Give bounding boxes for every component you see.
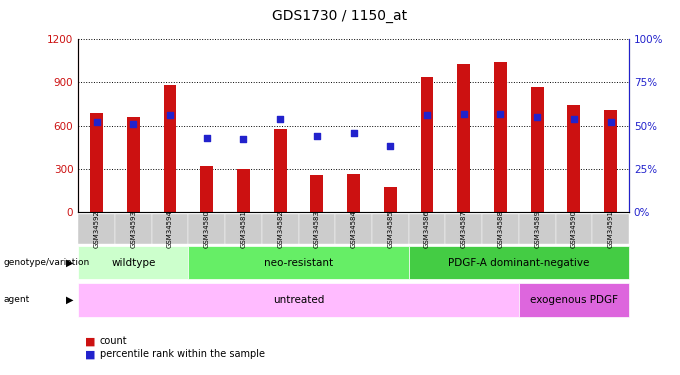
- Text: GSM34587: GSM34587: [461, 210, 466, 248]
- Point: [385, 143, 396, 149]
- Point: [91, 119, 102, 125]
- Text: GSM34580: GSM34580: [204, 210, 209, 248]
- Text: GSM34592: GSM34592: [94, 210, 99, 248]
- Text: genotype/variation: genotype/variation: [3, 258, 90, 267]
- Bar: [384, 187, 396, 212]
- Text: wildtype: wildtype: [111, 258, 156, 267]
- Text: agent: agent: [3, 296, 30, 304]
- Point: [568, 116, 579, 122]
- Text: GSM34583: GSM34583: [314, 210, 320, 248]
- Point: [422, 112, 432, 118]
- Text: GSM34588: GSM34588: [498, 210, 503, 248]
- Text: GSM34589: GSM34589: [534, 210, 540, 248]
- Bar: [164, 86, 176, 212]
- Bar: [605, 110, 617, 212]
- Point: [311, 133, 322, 139]
- Bar: [531, 87, 543, 212]
- Text: ▶: ▶: [66, 295, 73, 305]
- Text: ■: ■: [85, 350, 95, 359]
- Text: GSM34584: GSM34584: [351, 210, 356, 248]
- Text: GSM34591: GSM34591: [608, 210, 613, 248]
- Point: [532, 114, 543, 120]
- Point: [128, 121, 139, 127]
- Text: PDGF-A dominant-negative: PDGF-A dominant-negative: [448, 258, 590, 267]
- Point: [605, 119, 616, 125]
- Text: GSM34586: GSM34586: [424, 210, 430, 248]
- Bar: [347, 174, 360, 212]
- Point: [458, 111, 469, 117]
- Bar: [311, 175, 323, 212]
- Text: neo-resistant: neo-resistant: [264, 258, 333, 267]
- Text: GSM34594: GSM34594: [167, 210, 173, 248]
- Point: [348, 129, 359, 135]
- Point: [201, 135, 212, 141]
- Bar: [90, 112, 103, 212]
- Text: GSM34593: GSM34593: [131, 210, 136, 248]
- Text: GSM34582: GSM34582: [277, 210, 283, 248]
- Point: [275, 116, 286, 122]
- Text: GSM34581: GSM34581: [241, 210, 246, 248]
- Text: untreated: untreated: [273, 295, 324, 305]
- Text: GSM34590: GSM34590: [571, 210, 577, 248]
- Bar: [421, 77, 433, 212]
- Text: ▶: ▶: [66, 258, 73, 267]
- Bar: [237, 170, 250, 212]
- Point: [238, 136, 249, 142]
- Bar: [127, 117, 139, 212]
- Bar: [494, 62, 507, 212]
- Text: exogenous PDGF: exogenous PDGF: [530, 295, 618, 305]
- Text: GDS1730 / 1150_at: GDS1730 / 1150_at: [273, 9, 407, 23]
- Bar: [201, 166, 213, 212]
- Point: [165, 112, 175, 118]
- Point: [495, 111, 506, 117]
- Bar: [274, 129, 286, 212]
- Text: ■: ■: [85, 336, 95, 346]
- Bar: [458, 64, 470, 212]
- Bar: [568, 105, 580, 212]
- Text: count: count: [100, 336, 128, 346]
- Text: GSM34585: GSM34585: [388, 210, 393, 248]
- Text: percentile rank within the sample: percentile rank within the sample: [100, 350, 265, 359]
